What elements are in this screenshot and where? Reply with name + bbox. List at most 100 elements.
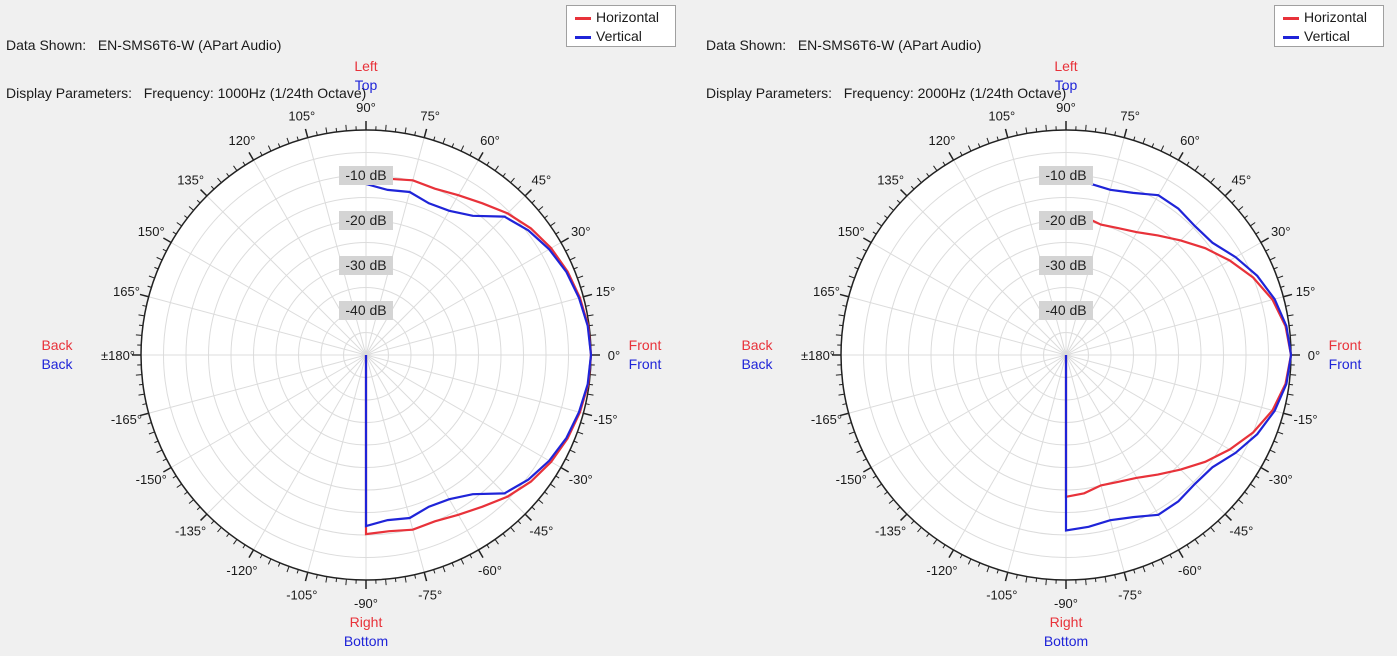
angle-tick-mark <box>433 136 436 141</box>
angle-tick-mark <box>414 131 417 136</box>
angle-tick-mark <box>1280 422 1285 425</box>
angle-tick-mark <box>854 266 859 270</box>
angle-tick-mark <box>1085 579 1087 586</box>
angle-tick-mark <box>1133 569 1136 574</box>
angle-tick-mark <box>1133 136 1136 141</box>
angle-tick-mark <box>862 466 872 473</box>
angle-tick-mark <box>590 334 597 336</box>
radial-label-bg <box>1039 256 1093 275</box>
angle-tick-mark <box>1186 161 1190 166</box>
angle-tick-mark <box>589 324 594 327</box>
angle-tick-mark <box>1280 285 1285 288</box>
angle-tick-mark <box>933 539 938 545</box>
angle-tick-mark <box>188 206 194 211</box>
angle-tick-mark <box>848 431 855 435</box>
legend-vertical: Vertical <box>575 27 642 45</box>
radial-labels: -10 dB -20 dB -30 dB -40 dB <box>339 166 393 320</box>
grid-spoke <box>365 159 479 356</box>
grid-spoke <box>1065 296 1284 356</box>
radial-label-bg <box>1039 301 1093 320</box>
angle-tick-mark <box>544 215 548 219</box>
angle-tick-mark <box>835 334 842 336</box>
angle-tick-mark <box>1255 231 1260 235</box>
angle-tick-label: 0° <box>608 348 620 363</box>
direction-front-h: Front <box>1329 337 1362 353</box>
angle-tick-mark <box>1277 431 1284 435</box>
angle-tick-mark <box>839 293 849 298</box>
angle-tick-mark <box>524 189 532 197</box>
angle-tick-mark <box>162 458 167 462</box>
angle-tick-label: -150° <box>136 472 167 487</box>
angle-tick-mark <box>486 161 490 166</box>
grid-spoke <box>1065 242 1262 356</box>
angle-tick-mark <box>184 491 188 495</box>
angle-tick-mark <box>977 562 981 567</box>
angle-tick-mark <box>242 161 246 166</box>
angle-tick-mark <box>156 449 163 454</box>
angle-tick-mark <box>569 449 576 454</box>
grid-spoke <box>206 195 367 356</box>
angle-tick-mark <box>517 185 522 190</box>
angle-tick-mark <box>162 466 172 473</box>
polar-series <box>1064 178 1293 532</box>
grid-spoke <box>1065 354 1226 515</box>
angle-tick-mark <box>1035 127 1038 132</box>
legend-horizontal: Horizontal <box>575 8 659 26</box>
angle-tick-mark <box>277 143 281 148</box>
polar-panel-1000hz: Data Shown: EN-SMS6T6-W (APart Audio) Di… <box>0 0 690 656</box>
angle-tick-mark <box>502 533 506 537</box>
angle-tick-mark <box>565 248 570 252</box>
angle-tick-mark <box>948 549 955 559</box>
angle-tick-mark <box>942 544 946 549</box>
angle-tick-mark <box>1283 412 1293 417</box>
direction-right: Right <box>1050 614 1083 630</box>
angle-tick-mark <box>587 314 594 317</box>
angle-tick-mark <box>1194 539 1199 545</box>
angle-tick-mark <box>555 475 560 479</box>
angle-tick-label: ±180° <box>101 348 135 363</box>
angle-tick-mark <box>926 533 930 537</box>
grid-spoke <box>848 296 1067 356</box>
angle-tick-label: 135° <box>177 173 204 188</box>
grid-spoke <box>365 354 584 414</box>
grid-spoke <box>953 159 1067 356</box>
angle-tick-mark <box>200 513 208 521</box>
angle-tick-label: 135° <box>877 173 904 188</box>
angle-tick-mark <box>1202 533 1206 537</box>
grid-spoke <box>906 354 1067 515</box>
display-params-label: Display Parameters: <box>6 85 133 101</box>
angle-tick-label: -150° <box>836 472 867 487</box>
angle-tick-mark <box>148 431 155 435</box>
angle-tick-label: -90° <box>1054 596 1078 611</box>
angle-tick-mark <box>569 256 576 261</box>
angle-tick-mark <box>585 403 590 406</box>
angle-tick-mark <box>583 293 593 298</box>
angle-tick-mark <box>176 222 182 227</box>
angle-tick-mark <box>942 161 946 166</box>
angle-tick-mark <box>967 145 972 152</box>
angle-tick-mark <box>531 506 536 511</box>
angle-tick-mark <box>986 137 990 144</box>
angle-tick-mark <box>494 539 499 545</box>
angle-tick-mark <box>577 275 584 279</box>
angle-tick-mark <box>900 189 908 197</box>
angle-tick-mark <box>1250 222 1256 227</box>
angle-tick-mark <box>1151 562 1155 567</box>
angle-tick-mark <box>184 215 188 219</box>
angle-tick-mark <box>248 549 255 559</box>
display-params-value: Frequency: 2000Hz (1/24th Octave) <box>843 85 1067 101</box>
angle-tick-mark <box>1289 383 1294 386</box>
angle-tick-mark <box>156 256 163 261</box>
direction-back-v: Back <box>41 356 73 372</box>
angle-tick-mark <box>510 527 515 533</box>
angle-tick-label: 0° <box>1308 348 1320 363</box>
angle-tick-mark <box>1104 576 1107 583</box>
direction-left: Left <box>1054 58 1077 74</box>
angle-tick-label: 165° <box>113 284 140 299</box>
legend-vertical: Vertical <box>1283 27 1350 45</box>
angle-tick-mark <box>1260 466 1270 473</box>
angle-tick-label: -165° <box>111 412 142 427</box>
angle-tick-mark <box>259 554 263 559</box>
angle-tick-mark <box>267 145 272 152</box>
angle-tick-mark <box>910 185 915 190</box>
